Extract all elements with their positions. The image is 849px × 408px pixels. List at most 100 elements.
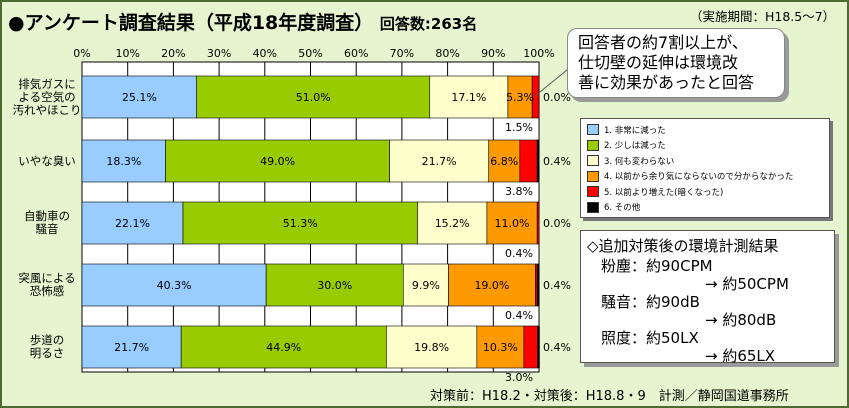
legend-swatch xyxy=(587,201,599,213)
data-label: 19.0% xyxy=(474,279,509,292)
x-tick-label: 70% xyxy=(390,47,414,60)
bar-segment xyxy=(531,75,540,119)
env-before: 約50LX xyxy=(646,329,699,347)
bar-segment xyxy=(81,75,198,119)
callout-pointer xyxy=(534,69,568,97)
legend-label: 2. 少しは減った xyxy=(604,141,666,152)
category-label: 排気ガスに よる空気の 汚れやほこり xyxy=(12,77,82,117)
category-label-line: 明るさ xyxy=(29,346,65,360)
callout-box: 回答者の約7割以上が、 仕切壁の延伸は環境改 善に効果があったと回答 xyxy=(567,28,785,98)
callout-line: 仕切壁の延伸は環境改 xyxy=(578,53,739,72)
env-item: 粉塵： xyxy=(601,257,647,275)
callout-line: 回答者の約7割以上が、 xyxy=(578,33,748,52)
bar-segment xyxy=(448,263,536,307)
bar-segment xyxy=(523,325,538,369)
chart-title: ●アンケート調査結果（平成18年度調査） 回答数:263名 xyxy=(8,8,477,35)
x-axis-ticks: 0% 10% 20% 30% 40% 50% 60% 70% 80% 90% 100% xyxy=(73,47,554,60)
bar-segment xyxy=(81,201,184,245)
legend-item: 5. 以前より増えた(暗くなった) xyxy=(587,184,823,200)
category-label: 歩道の 明るさ xyxy=(12,334,82,360)
x-tick-label: 100% xyxy=(523,47,554,60)
env-header: ◇追加対策後の環境計測結果 xyxy=(587,237,779,255)
bar-segment xyxy=(537,325,540,369)
data-label: 44.9% xyxy=(266,341,301,354)
legend-swatch xyxy=(587,186,599,198)
data-label: 19.8% xyxy=(414,341,449,354)
respondent-count: 回答数:263名 xyxy=(379,15,478,33)
bar-segment xyxy=(536,263,540,307)
legend-label: 3. 何も変わらない xyxy=(604,156,675,167)
data-label: 49.0% xyxy=(260,155,295,168)
data-label: 21.7% xyxy=(422,155,457,168)
data-label: 6.8% xyxy=(490,155,518,168)
data-label: 0.4% xyxy=(543,341,571,354)
legend: 1. 非常に減った 2. 少しは減った 3. 何も変わらない 4. 以前から余り… xyxy=(580,118,830,218)
bar-segment xyxy=(81,139,166,183)
environment-results-box: ◇追加対策後の環境計測結果 粉塵：約90CPM → 約50CPM 騒音：約90d… xyxy=(580,230,835,365)
x-tick-label: 20% xyxy=(161,47,185,60)
category-label-line: よる空気の xyxy=(18,89,76,104)
data-label: 51.3% xyxy=(283,217,318,230)
legend-label: 5. 以前より増えた(暗くなった) xyxy=(604,187,724,198)
bar-segment xyxy=(519,139,538,183)
x-tick-label: 80% xyxy=(435,47,459,60)
data-label: 10.3% xyxy=(483,341,518,354)
legend-item: 2. 少しは減った xyxy=(587,138,823,154)
bar-segment xyxy=(429,75,509,119)
legend-label: 6. その他 xyxy=(604,203,641,214)
env-row-light: 照度：約50LX xyxy=(587,329,828,347)
env-item: 照度： xyxy=(601,329,647,347)
legend-item: 6. その他 xyxy=(587,200,823,216)
data-label: 22.1% xyxy=(115,217,150,230)
bar-segment xyxy=(488,139,521,183)
data-label: 0.4% xyxy=(543,155,571,168)
bar-segment xyxy=(536,201,540,245)
data-label: 1.5% xyxy=(505,121,533,134)
data-label: 3.8% xyxy=(505,185,533,198)
bar-segment xyxy=(476,325,525,369)
legend-item: 3. 何も変わらない xyxy=(587,153,823,169)
bar-segment xyxy=(417,201,488,245)
data-label: 5.3% xyxy=(506,91,534,104)
data-label: 25.1% xyxy=(122,91,157,104)
category-label-line: 恐怖感 xyxy=(29,284,65,298)
env-before: 約90dB xyxy=(646,293,700,311)
x-tick-label: 60% xyxy=(344,47,368,60)
x-tick-label: 40% xyxy=(253,47,277,60)
bar-segment xyxy=(402,263,449,307)
legend-swatch xyxy=(587,170,599,182)
x-tick-label: 50% xyxy=(298,47,322,60)
bar-segment xyxy=(536,139,540,183)
legend-swatch xyxy=(587,124,599,136)
bar-segment xyxy=(265,263,404,307)
data-label: 17.1% xyxy=(451,91,486,104)
env-row-dust: 粉塵：約90CPM xyxy=(587,257,828,275)
env-row-dust-after: → 約50CPM xyxy=(705,275,789,293)
data-label: 11.0% xyxy=(495,217,530,230)
x-tick-label: 30% xyxy=(207,47,231,60)
legend-label: 4. 以前から余り気にならないので分からなかった xyxy=(604,172,794,183)
env-before: 約90CPM xyxy=(646,257,713,275)
bar-segment xyxy=(81,263,267,307)
callout-line: 善に効果があったと回答 xyxy=(578,73,755,92)
data-label: 15.2% xyxy=(435,217,470,230)
bar-segment xyxy=(196,75,431,119)
x-tick-label: 0% xyxy=(73,47,90,60)
data-label: 9.9% xyxy=(412,279,440,292)
bar-segment xyxy=(486,201,538,245)
data-label: 30.0% xyxy=(317,279,352,292)
survey-period: （実施期間：H18.5～7） xyxy=(690,9,836,24)
data-label: 40.3% xyxy=(157,279,192,292)
bar-segment xyxy=(81,325,182,369)
data-label: 0.0% xyxy=(543,217,571,230)
data-label: 18.3% xyxy=(106,155,141,168)
env-row-noise: 騒音：約90dB xyxy=(587,293,828,311)
bar-segment xyxy=(165,139,390,183)
data-label: 0.4% xyxy=(505,247,533,260)
data-labels: 25.1% 51.0% 17.1% 5.3% 1.5% 0.0% 18.3% 49.0% 21.… xyxy=(106,69,571,384)
x-tick-label: 90% xyxy=(481,47,505,60)
bars xyxy=(81,75,540,369)
data-label: 0.0% xyxy=(543,91,571,104)
legend-swatch xyxy=(587,155,599,167)
data-label: 0.4% xyxy=(505,309,533,322)
